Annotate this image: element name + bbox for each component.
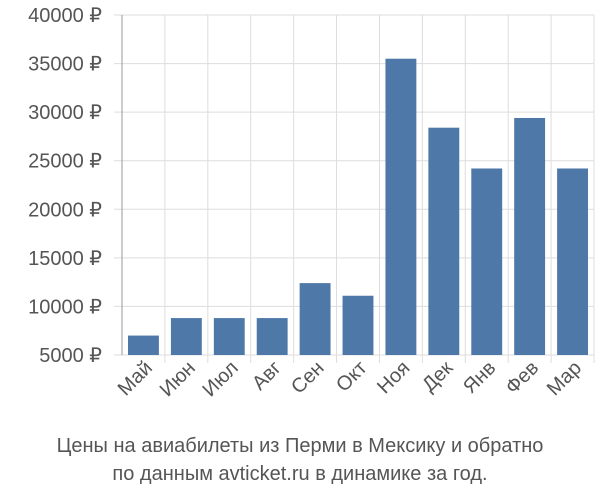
bar-7 xyxy=(428,127,460,355)
y-tick-label: 15000 ₽ xyxy=(28,248,102,270)
x-tick-label: Окт xyxy=(332,357,371,396)
chart-caption-line-2: по данным avticket.ru в динамике за год. xyxy=(112,463,488,485)
y-tick-label: 40000 ₽ xyxy=(28,5,102,27)
bar-0 xyxy=(128,335,159,355)
x-tick-label: Янв xyxy=(459,357,500,398)
x-tick-label: Фев xyxy=(501,357,543,399)
y-tick-label: 35000 ₽ xyxy=(28,54,102,76)
x-tick-label: Май xyxy=(114,357,157,400)
y-tick-label: 25000 ₽ xyxy=(28,151,102,173)
chart-caption-line-1: Цены на авиабилеты из Перми в Мексику и … xyxy=(56,435,544,457)
y-tick-label: 5000 ₽ xyxy=(39,345,102,367)
x-tick-label: Сен xyxy=(287,357,328,398)
bar-3 xyxy=(256,318,288,355)
bar-10 xyxy=(557,168,588,355)
x-tick-label: Ноя xyxy=(373,357,414,398)
x-tick-label: Июн xyxy=(156,357,200,401)
x-tick-label: Авг xyxy=(248,357,286,395)
bar-8 xyxy=(471,168,503,355)
y-tick-labels: 5000 ₽ 10000 ₽ 15000 ₽ 20000 ₽ 25000 ₽ 30000 … xyxy=(28,5,102,367)
bar-6 xyxy=(385,58,417,355)
y-tick-label: 30000 ₽ xyxy=(28,102,102,124)
y-tick-label: 20000 ₽ xyxy=(28,199,102,221)
x-tick-label: Дек xyxy=(418,357,457,396)
bar-9 xyxy=(514,117,546,355)
bar-4 xyxy=(299,283,331,355)
bar-chart-svg: 5000 ₽ 10000 ₽ 15000 ₽ 20000 ₽ 25000 ₽ 30000 … xyxy=(28,5,595,401)
bar-2 xyxy=(213,318,245,355)
bar-5 xyxy=(342,295,374,355)
x-tick-label: Июл xyxy=(199,357,243,401)
bar-1 xyxy=(170,318,202,355)
grid-lines xyxy=(114,14,595,363)
x-tick-label: Мар xyxy=(543,357,586,400)
y-tick-label: 10000 ₽ xyxy=(28,296,102,318)
bars xyxy=(128,58,588,355)
